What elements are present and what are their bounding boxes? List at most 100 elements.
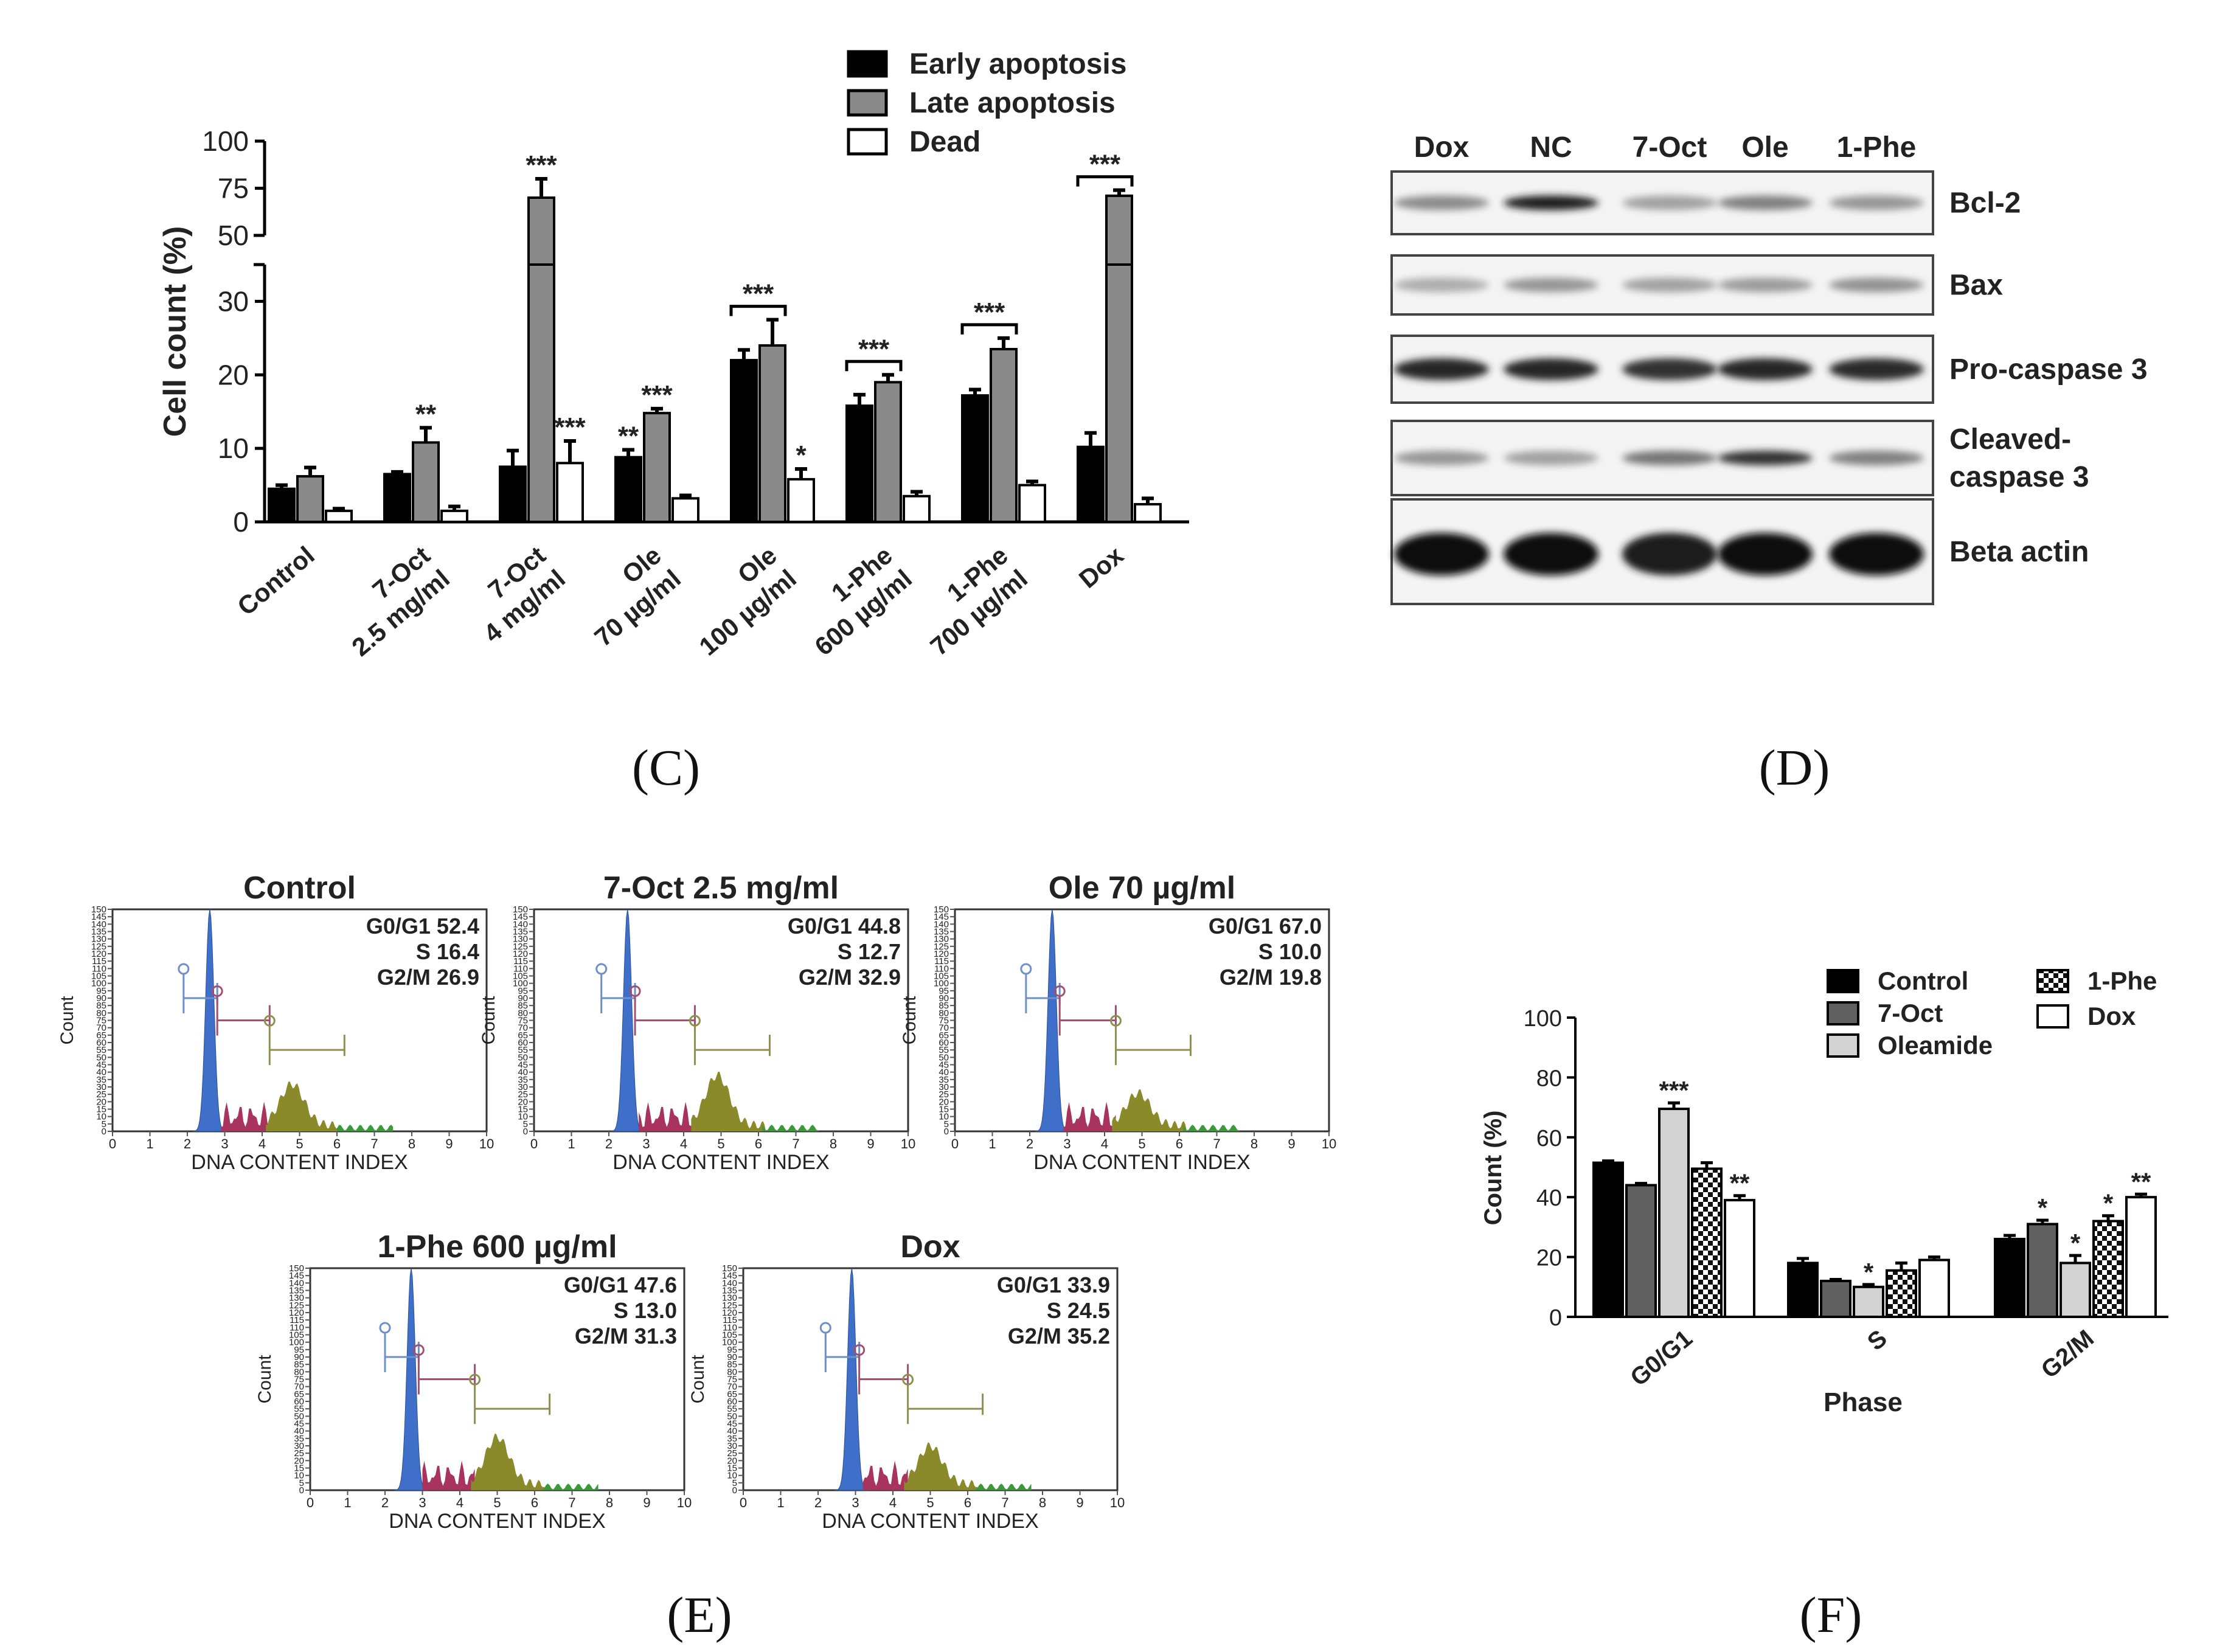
hist-y-tick-label: 145 (513, 912, 528, 922)
hist-x-tick-label: 1 (344, 1495, 351, 1510)
hist-y-tick-label: 10 (294, 1471, 304, 1481)
hist-y-tick-label: 120 (289, 1308, 304, 1318)
hist-x-tick-label: 4 (889, 1495, 897, 1510)
hist-stat: G2/M 35.2 (1008, 1324, 1110, 1348)
hist-x-tick-label: 9 (1288, 1136, 1295, 1151)
hist-y-tick-label: 80 (939, 1008, 949, 1018)
hist-y-tick-label: 50 (294, 1411, 304, 1421)
hist-y-tick-label: 45 (727, 1419, 737, 1429)
c-bar-dead (671, 497, 699, 524)
hist-y-tick-label: 20 (939, 1097, 949, 1107)
c-y-tick-label: 20 (218, 359, 249, 390)
c-bar-dead (325, 509, 353, 523)
hist-gate-handle (1020, 963, 1032, 975)
hist-y-tick-label: 55 (939, 1045, 949, 1055)
hist-stat: S 16.4 (416, 939, 479, 964)
hist-y-tick-label: 25 (939, 1089, 949, 1100)
hist-y-tick-label: 10 (96, 1112, 106, 1122)
hist-y-tick-label: 80 (727, 1367, 737, 1377)
f-legend-label: 1-Phe (2087, 967, 2157, 995)
hist-y-tick-label: 5 (732, 1478, 737, 1488)
hist-y-tick-label: 15 (96, 1105, 106, 1115)
histogram-5: Dox0510152025303540455055606570758085909… (688, 1229, 1125, 1533)
hist-y-tick-label: 65 (518, 1030, 528, 1041)
hist-gate-handle (853, 1344, 866, 1356)
hist-gate-handle (629, 985, 641, 997)
c-x-tick-label: 1-Phe600 µg/ml (789, 541, 917, 661)
f-bar-control (1592, 1161, 1624, 1318)
hist-y-tick-label: 100 (289, 1338, 304, 1348)
blot-row-label: Pro-caspase 3 (1949, 353, 2148, 386)
hist-y-tick-label: 105 (91, 971, 106, 982)
hist-y-tick-label: 140 (722, 1278, 737, 1288)
f-x-tick-label: S (1862, 1325, 1892, 1356)
c-y-tick-label: 10 (218, 432, 249, 464)
hist-x-tick-label: 3 (221, 1136, 228, 1151)
c-bar-dead (556, 462, 584, 523)
hist-y-tick-label: 20 (294, 1456, 304, 1466)
f-significance-label: * (2038, 1193, 2048, 1222)
hist-y-tick-label: 70 (96, 1023, 106, 1033)
blot-band (1504, 195, 1598, 210)
hist-x-axis-label: DNA CONTENT INDEX (822, 1510, 1038, 1533)
c-x-tick-label-line: Control (232, 541, 320, 621)
hist-stat: S 12.7 (838, 939, 901, 964)
c-y-tick-label: 75 (218, 173, 249, 204)
c-bar-dead (903, 495, 931, 524)
hist-x-tick-label: 1 (567, 1136, 575, 1151)
c-significance-bracket (960, 323, 1018, 335)
hist-y-tick-label: 90 (727, 1352, 737, 1362)
f-bar-dox (1724, 1199, 1755, 1318)
c-bar-early-apoptosis (845, 404, 873, 523)
c-bar-dead (1018, 484, 1046, 523)
hist-y-tick-label: 10 (727, 1471, 737, 1481)
blot-row-label: caspase 3 (1949, 461, 2089, 493)
hist-y-tick-label: 100 (513, 979, 528, 989)
flow-histograms-e: Control051015202530354045505560657075808… (57, 870, 1336, 1533)
blot-band (1829, 277, 1924, 293)
hist-y-tick-label: 50 (518, 1052, 528, 1063)
c-significance-label: * (796, 440, 807, 470)
c-bar-early-apoptosis (961, 394, 989, 524)
blot-band (1394, 195, 1489, 210)
hist-y-tick-label: 95 (518, 986, 528, 996)
hist-gate-handle (469, 1373, 481, 1386)
hist-x-tick-label: 7 (792, 1136, 799, 1151)
hist-x-axis-label: DNA CONTENT INDEX (1033, 1151, 1250, 1174)
hist-g2m-peak (266, 1081, 341, 1131)
c-y-tick-label: 100 (202, 125, 249, 157)
f-y-axis-label: Count (%) (1480, 1111, 1507, 1226)
hist-y-tick-label: 80 (518, 1008, 528, 1018)
c-x-tick-label: Ole100 µg/ml (674, 541, 802, 661)
blot-band (1622, 358, 1717, 380)
hist-y-tick-label: 55 (727, 1404, 737, 1414)
hist-y-tick-label: 30 (294, 1441, 304, 1451)
hist-x-tick-label: 4 (680, 1136, 687, 1151)
hist-y-tick-label: 45 (939, 1060, 949, 1071)
f-bar-7-oct (2027, 1223, 2058, 1318)
f-legend-swatch (1827, 969, 1859, 993)
c-bar-dead (787, 477, 815, 523)
hist-x-tick-label: 4 (456, 1495, 463, 1510)
hist-tail (1183, 1125, 1240, 1131)
hist-x-tick-label: 0 (307, 1495, 314, 1510)
hist-y-axis-label: Count (688, 1355, 708, 1404)
c-significance-bracket (845, 359, 903, 372)
hist-y-tick-label: 0 (102, 1126, 106, 1137)
hist-y-tick-label: 150 (91, 904, 106, 915)
hist-x-tick-label: 1 (146, 1136, 153, 1151)
hist-y-tick-label: 25 (727, 1448, 737, 1459)
hist-x-tick-label: 2 (184, 1136, 191, 1151)
hist-y-tick-label: 115 (513, 956, 528, 967)
hist-y-tick-label: 20 (727, 1456, 737, 1466)
hist-y-tick-label: 125 (289, 1300, 304, 1311)
hist-tail (762, 1125, 819, 1131)
blot-band (1394, 358, 1489, 380)
f-y-tick-label: 100 (1524, 1006, 1562, 1032)
hist-y-tick-label: 140 (91, 919, 106, 929)
f-significance-label: *** (1659, 1076, 1689, 1105)
hist-y-tick-label: 30 (518, 1082, 528, 1092)
hist-y-tick-label: 70 (294, 1382, 304, 1392)
